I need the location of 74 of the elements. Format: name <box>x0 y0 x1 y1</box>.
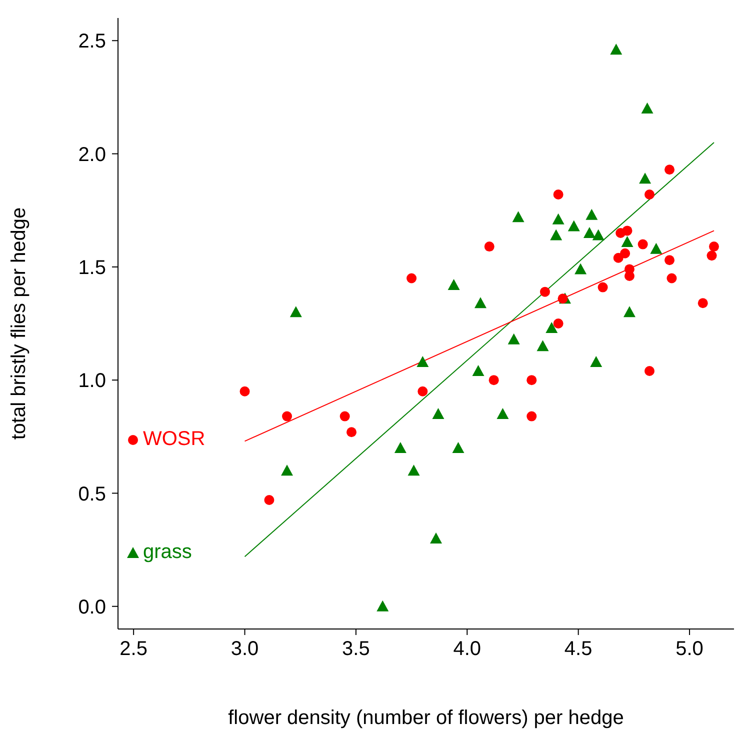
point <box>666 273 677 284</box>
point <box>452 442 464 453</box>
point <box>496 408 509 420</box>
x-tick-label: 4.0 <box>453 638 482 660</box>
point <box>553 190 564 200</box>
point <box>290 306 302 318</box>
point <box>644 190 654 200</box>
x-tick-label: 3.0 <box>230 638 259 660</box>
point <box>526 411 537 422</box>
point <box>448 279 460 290</box>
point <box>568 220 580 232</box>
x-tick-label: 3.5 <box>342 638 370 660</box>
point <box>558 294 568 304</box>
point <box>644 366 654 376</box>
point <box>488 375 499 386</box>
point <box>526 375 537 386</box>
point <box>664 164 675 175</box>
legend-label: WOSR <box>143 428 206 451</box>
point <box>553 318 564 328</box>
point <box>698 298 708 308</box>
point <box>408 464 420 476</box>
point <box>281 464 294 476</box>
point <box>552 213 564 224</box>
point <box>264 495 274 506</box>
point <box>623 306 636 318</box>
point <box>474 297 486 308</box>
point <box>621 236 634 248</box>
y-tick-label: 0.0 <box>78 596 106 618</box>
point <box>484 242 494 252</box>
point <box>583 226 596 238</box>
point <box>340 411 350 422</box>
legend-label: grass <box>143 541 192 564</box>
point <box>708 242 719 252</box>
point <box>550 229 562 240</box>
point <box>639 172 652 184</box>
point <box>240 386 250 396</box>
point <box>574 263 587 274</box>
x-tick-label: 5.0 <box>676 638 704 660</box>
point <box>430 532 442 544</box>
point <box>394 442 406 453</box>
point <box>512 211 524 222</box>
point <box>620 248 630 258</box>
point <box>650 242 662 254</box>
x-tick-label: 2.5 <box>120 638 148 660</box>
point <box>406 273 417 284</box>
point <box>472 365 484 376</box>
point <box>592 229 604 240</box>
point <box>638 239 648 250</box>
y-tick-label: 1.0 <box>78 370 106 392</box>
point <box>416 356 429 367</box>
point <box>508 333 520 344</box>
point <box>346 427 356 438</box>
point <box>664 255 675 266</box>
y-axis-title: total bristly flies per hedge <box>8 207 30 440</box>
x-axis-title: flower density (number of flowers) per hedge <box>228 707 624 729</box>
y-tick-label: 0.5 <box>78 483 106 506</box>
point <box>586 208 598 220</box>
point <box>622 226 632 236</box>
point <box>432 408 444 420</box>
point <box>598 282 608 292</box>
point <box>536 340 549 352</box>
point <box>590 356 602 367</box>
y-tick-label: 2.5 <box>78 30 106 53</box>
y-tick-label: 2.0 <box>78 144 106 166</box>
point <box>418 386 428 396</box>
point <box>706 250 717 261</box>
point <box>641 102 654 114</box>
y-tick-label: 1.5 <box>78 257 106 280</box>
point <box>282 411 292 422</box>
point <box>546 322 558 334</box>
x-tick-label: 4.5 <box>564 638 592 660</box>
point <box>376 600 389 612</box>
point <box>610 44 622 55</box>
point <box>540 286 550 297</box>
